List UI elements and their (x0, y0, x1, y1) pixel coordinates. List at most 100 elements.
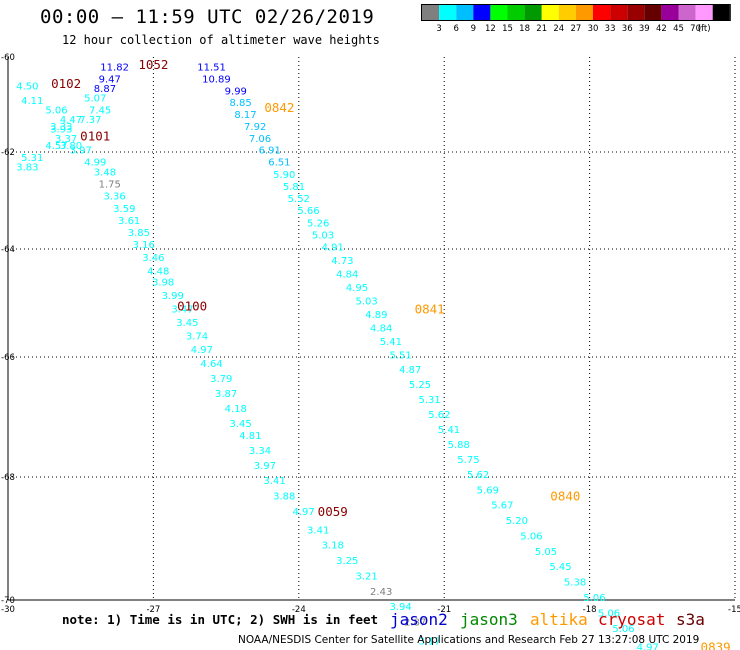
swh-value: 6.91 (259, 146, 281, 157)
swh-value: 5.62 (467, 470, 489, 481)
swh-value: 3.79 (210, 374, 232, 385)
satellite-legend-s3a: s3a (676, 610, 705, 629)
y-tick-label: -66 (1, 353, 15, 363)
swh-value: 3.21 (356, 571, 378, 582)
satellite-legend-jason3: jason3 (460, 610, 518, 629)
pass-time-label: 0100 (177, 299, 207, 314)
swh-value: 3.16 (133, 240, 155, 251)
swh-value: 4.84 (336, 269, 358, 280)
colorbar-swatch (627, 5, 645, 20)
y-tick-label: -68 (1, 473, 15, 483)
colorbar-label: 30 (588, 24, 599, 34)
swh-value: 8.87 (94, 84, 116, 95)
swh-value: 3.80 (60, 141, 82, 152)
swh-value: 5.03 (312, 230, 334, 241)
swh-value: 3.98 (152, 277, 174, 288)
colorbar-label: 18 (519, 24, 530, 34)
colorbar-unit: (ft) (698, 24, 711, 34)
swh-value: 4.95 (346, 283, 368, 294)
swh-value: 2.87 (404, 618, 426, 629)
swh-value: 4.48 (147, 267, 169, 278)
swh-value: 3.37 (55, 134, 77, 145)
swh-value: 4.50 (16, 82, 38, 93)
swh-value: 3.47 (171, 304, 193, 315)
colorbar-swatch (439, 5, 457, 20)
satellite-legend: jason2 jason3 altika cryosat s3a (390, 610, 705, 629)
swh-value: 5.69 (477, 485, 499, 496)
swh-points: 4.504.115.064.473.333.933.374.573.805.31… (16, 63, 659, 650)
swh-value: 1.75 (99, 180, 121, 191)
swh-value: 9.99 (225, 86, 247, 97)
plot-frame (7, 57, 735, 601)
swh-value: 5.06 (598, 608, 620, 619)
swh-value: 3.34 (249, 446, 271, 457)
swh-value: 10.89 (202, 74, 231, 85)
colorbar-label: 36 (622, 24, 633, 34)
swh-value: 5.06 (612, 624, 634, 635)
x-tick-label: -21 (437, 605, 451, 615)
colorbar-swatch (541, 5, 559, 20)
swh-value: 4.87 (399, 365, 421, 376)
swh-value: 4.11 (21, 96, 43, 107)
pass-time-label: 1052 (138, 57, 168, 72)
swh-value: 5.66 (297, 206, 319, 217)
pass-time-label: 0842 (264, 100, 294, 115)
swh-value: 5.05 (535, 547, 557, 558)
swh-value: 5.52 (288, 194, 310, 205)
colorbar-label: 33 (605, 24, 616, 34)
swh-value: 5.26 (307, 218, 329, 229)
satellite-legend-altika: altika (530, 610, 588, 629)
swh-value: 7.45 (89, 105, 111, 116)
swh-value: 5.31 (419, 395, 441, 406)
swh-value: 3.61 (118, 216, 140, 227)
pass-time-label: 0102 (51, 76, 81, 91)
colorbar-label: 45 (673, 24, 684, 34)
colorbar: 3 6 9 12 15 18 21 24 27 30 33 36 39 42 45 70(ft) (421, 4, 731, 34)
colorbar-swatch (524, 5, 542, 20)
swh-value: 5.81 (283, 182, 305, 193)
swh-value: 3.25 (336, 556, 358, 567)
swh-value: 3.46 (142, 253, 164, 264)
swh-value: 5.38 (564, 578, 586, 589)
swh-value: 3.74 (186, 331, 208, 342)
swh-value: 8.85 (230, 98, 252, 109)
colorbar-swatch (422, 5, 440, 20)
colorbar-label: 42 (656, 24, 667, 34)
swh-value: 3.88 (273, 491, 295, 502)
swh-value: 3.97 (254, 461, 276, 472)
swh-value: 5.06 (583, 593, 605, 604)
pass-time-label: 0059 (318, 504, 348, 519)
swh-value: 5.88 (448, 440, 470, 451)
swh-value: 4.99 (84, 158, 106, 169)
credit-line: NOAA/NESDIS Center for Satellite Applica… (238, 634, 700, 646)
swh-value: 5.45 (549, 562, 571, 573)
chart-title: 00:00 – 11:59 UTC 02/26/2019 (40, 6, 375, 28)
colorbar-swatch (558, 5, 576, 20)
x-tick-label: -30 (1, 605, 15, 615)
swh-value: 5.41 (438, 425, 460, 436)
swh-value: 4.84 (370, 323, 392, 334)
colorbar-swatch (610, 5, 628, 20)
swh-value: 5.31 (21, 153, 43, 164)
swh-value: 4.73 (331, 256, 353, 267)
swh-value: 3.18 (322, 541, 344, 552)
swh-value: 4.57 (45, 141, 67, 152)
colorbar-swatch (490, 5, 508, 20)
colorbar-label: 24 (553, 24, 564, 34)
swh-value: 9.47 (99, 74, 121, 85)
swh-value: 5.03 (356, 296, 378, 307)
swh-value: 3.36 (103, 192, 125, 203)
swh-value: 3.99 (162, 291, 184, 302)
swh-value: 3.33 (50, 122, 72, 133)
swh-value: 4.64 (200, 359, 222, 370)
swh-value: 4.91 (322, 243, 344, 254)
pass-time-label: 0101 (80, 128, 110, 143)
swh-value: 4.81 (239, 431, 261, 442)
swh-value: 5.06 (45, 105, 67, 116)
pass-time-label: 0839 (701, 640, 731, 650)
swh-value: 3.94 (389, 602, 411, 613)
swh-value: 4.97 (293, 507, 315, 518)
swh-value: 5.07 (84, 93, 106, 104)
swh-value: 7.37 (79, 115, 101, 126)
colorbar-label: 21 (536, 24, 547, 34)
